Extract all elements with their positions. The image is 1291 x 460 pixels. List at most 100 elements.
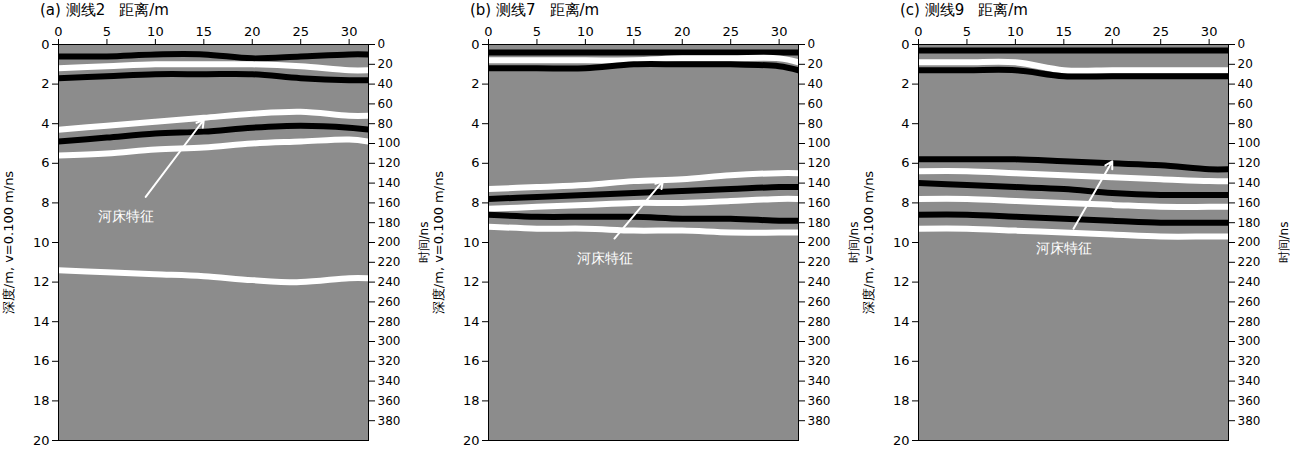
svg-text:80: 80 (378, 117, 393, 131)
svg-text:60: 60 (1238, 97, 1253, 111)
svg-text:40: 40 (378, 77, 393, 91)
svg-text:320: 320 (808, 354, 831, 368)
svg-text:180: 180 (378, 216, 401, 230)
svg-text:深度/m, v=0.100 m/ns: 深度/m, v=0.100 m/ns (861, 171, 876, 315)
svg-text:380: 380 (1238, 414, 1261, 428)
svg-text:100: 100 (378, 136, 401, 150)
svg-text:220: 220 (378, 255, 401, 269)
svg-text:260: 260 (808, 295, 831, 309)
svg-text:200: 200 (808, 235, 831, 249)
svg-text:30: 30 (1201, 24, 1218, 39)
svg-text:0: 0 (41, 37, 49, 52)
svg-text:时间/ns: 时间/ns (417, 222, 431, 264)
svg-text:280: 280 (1238, 315, 1261, 329)
svg-text:4: 4 (901, 116, 909, 131)
svg-text:280: 280 (378, 315, 401, 329)
svg-text:120: 120 (1238, 156, 1261, 170)
svg-text:20: 20 (33, 433, 50, 448)
svg-text:20: 20 (674, 24, 691, 39)
svg-text:25: 25 (722, 24, 739, 39)
svg-text:12: 12 (893, 274, 910, 289)
svg-text:15: 15 (626, 24, 643, 39)
svg-text:100: 100 (808, 136, 831, 150)
svg-text:14: 14 (893, 314, 910, 329)
svg-text:25: 25 (292, 24, 309, 39)
svg-text:时间/ns: 时间/ns (1277, 222, 1291, 264)
svg-text:0: 0 (54, 24, 62, 39)
svg-text:8: 8 (471, 195, 479, 210)
svg-text:5: 5 (103, 24, 111, 39)
svg-text:10: 10 (577, 24, 594, 39)
svg-text:0: 0 (1238, 37, 1246, 51)
svg-text:15: 15 (196, 24, 213, 39)
svg-text:340: 340 (378, 374, 401, 388)
svg-text:10: 10 (893, 235, 910, 250)
svg-text:320: 320 (378, 354, 401, 368)
svg-text:60: 60 (808, 97, 823, 111)
svg-text:80: 80 (808, 117, 823, 131)
svg-text:河床特征: 河床特征 (577, 250, 633, 266)
svg-text:380: 380 (378, 414, 401, 428)
svg-text:4: 4 (471, 116, 479, 131)
svg-text:12: 12 (33, 274, 50, 289)
svg-text:2: 2 (471, 76, 479, 91)
svg-text:360: 360 (378, 394, 401, 408)
svg-text:0: 0 (378, 37, 386, 51)
svg-text:16: 16 (463, 353, 480, 368)
svg-text:8: 8 (901, 195, 909, 210)
svg-text:240: 240 (378, 275, 401, 289)
svg-text:120: 120 (808, 156, 831, 170)
svg-text:320: 320 (1238, 354, 1261, 368)
svg-text:8: 8 (41, 195, 49, 210)
svg-text:河床特征: 河床特征 (1036, 240, 1092, 256)
svg-text:160: 160 (808, 196, 831, 210)
svg-text:6: 6 (901, 155, 909, 170)
svg-text:300: 300 (808, 334, 831, 348)
svg-text:10: 10 (463, 235, 480, 250)
svg-text:14: 14 (33, 314, 50, 329)
svg-text:5: 5 (533, 24, 541, 39)
svg-text:12: 12 (463, 274, 480, 289)
svg-text:0: 0 (901, 37, 909, 52)
svg-text:18: 18 (463, 393, 480, 408)
svg-text:360: 360 (808, 394, 831, 408)
svg-text:2: 2 (901, 76, 909, 91)
svg-text:20: 20 (1238, 57, 1253, 71)
svg-text:40: 40 (1238, 77, 1253, 91)
svg-text:16: 16 (33, 353, 50, 368)
svg-text:20: 20 (244, 24, 261, 39)
svg-text:30: 30 (771, 24, 788, 39)
svg-text:0: 0 (471, 37, 479, 52)
svg-text:20: 20 (1104, 24, 1121, 39)
svg-text:160: 160 (378, 196, 401, 210)
svg-text:深度/m, v=0.100 m/ns: 深度/m, v=0.100 m/ns (1, 171, 16, 315)
svg-text:100: 100 (1238, 136, 1261, 150)
svg-text:140: 140 (1238, 176, 1261, 190)
svg-text:140: 140 (378, 176, 401, 190)
svg-text:20: 20 (378, 57, 393, 71)
svg-text:15: 15 (1056, 24, 1073, 39)
svg-text:240: 240 (808, 275, 831, 289)
svg-text:6: 6 (471, 155, 479, 170)
svg-text:220: 220 (1238, 255, 1261, 269)
svg-text:18: 18 (893, 393, 910, 408)
svg-text:80: 80 (1238, 117, 1253, 131)
svg-text:40: 40 (808, 77, 823, 91)
svg-text:340: 340 (808, 374, 831, 388)
svg-text:260: 260 (1238, 295, 1261, 309)
svg-text:20: 20 (808, 57, 823, 71)
svg-text:300: 300 (378, 334, 401, 348)
svg-text:10: 10 (147, 24, 164, 39)
svg-text:5: 5 (963, 24, 971, 39)
svg-text:220: 220 (808, 255, 831, 269)
svg-text:20: 20 (463, 433, 480, 448)
svg-text:200: 200 (378, 235, 401, 249)
svg-text:18: 18 (33, 393, 50, 408)
svg-text:360: 360 (1238, 394, 1261, 408)
svg-text:10: 10 (33, 235, 50, 250)
svg-text:180: 180 (808, 216, 831, 230)
svg-text:14: 14 (463, 314, 480, 329)
svg-text:20: 20 (893, 433, 910, 448)
svg-text:380: 380 (808, 414, 831, 428)
svg-text:180: 180 (1238, 216, 1261, 230)
